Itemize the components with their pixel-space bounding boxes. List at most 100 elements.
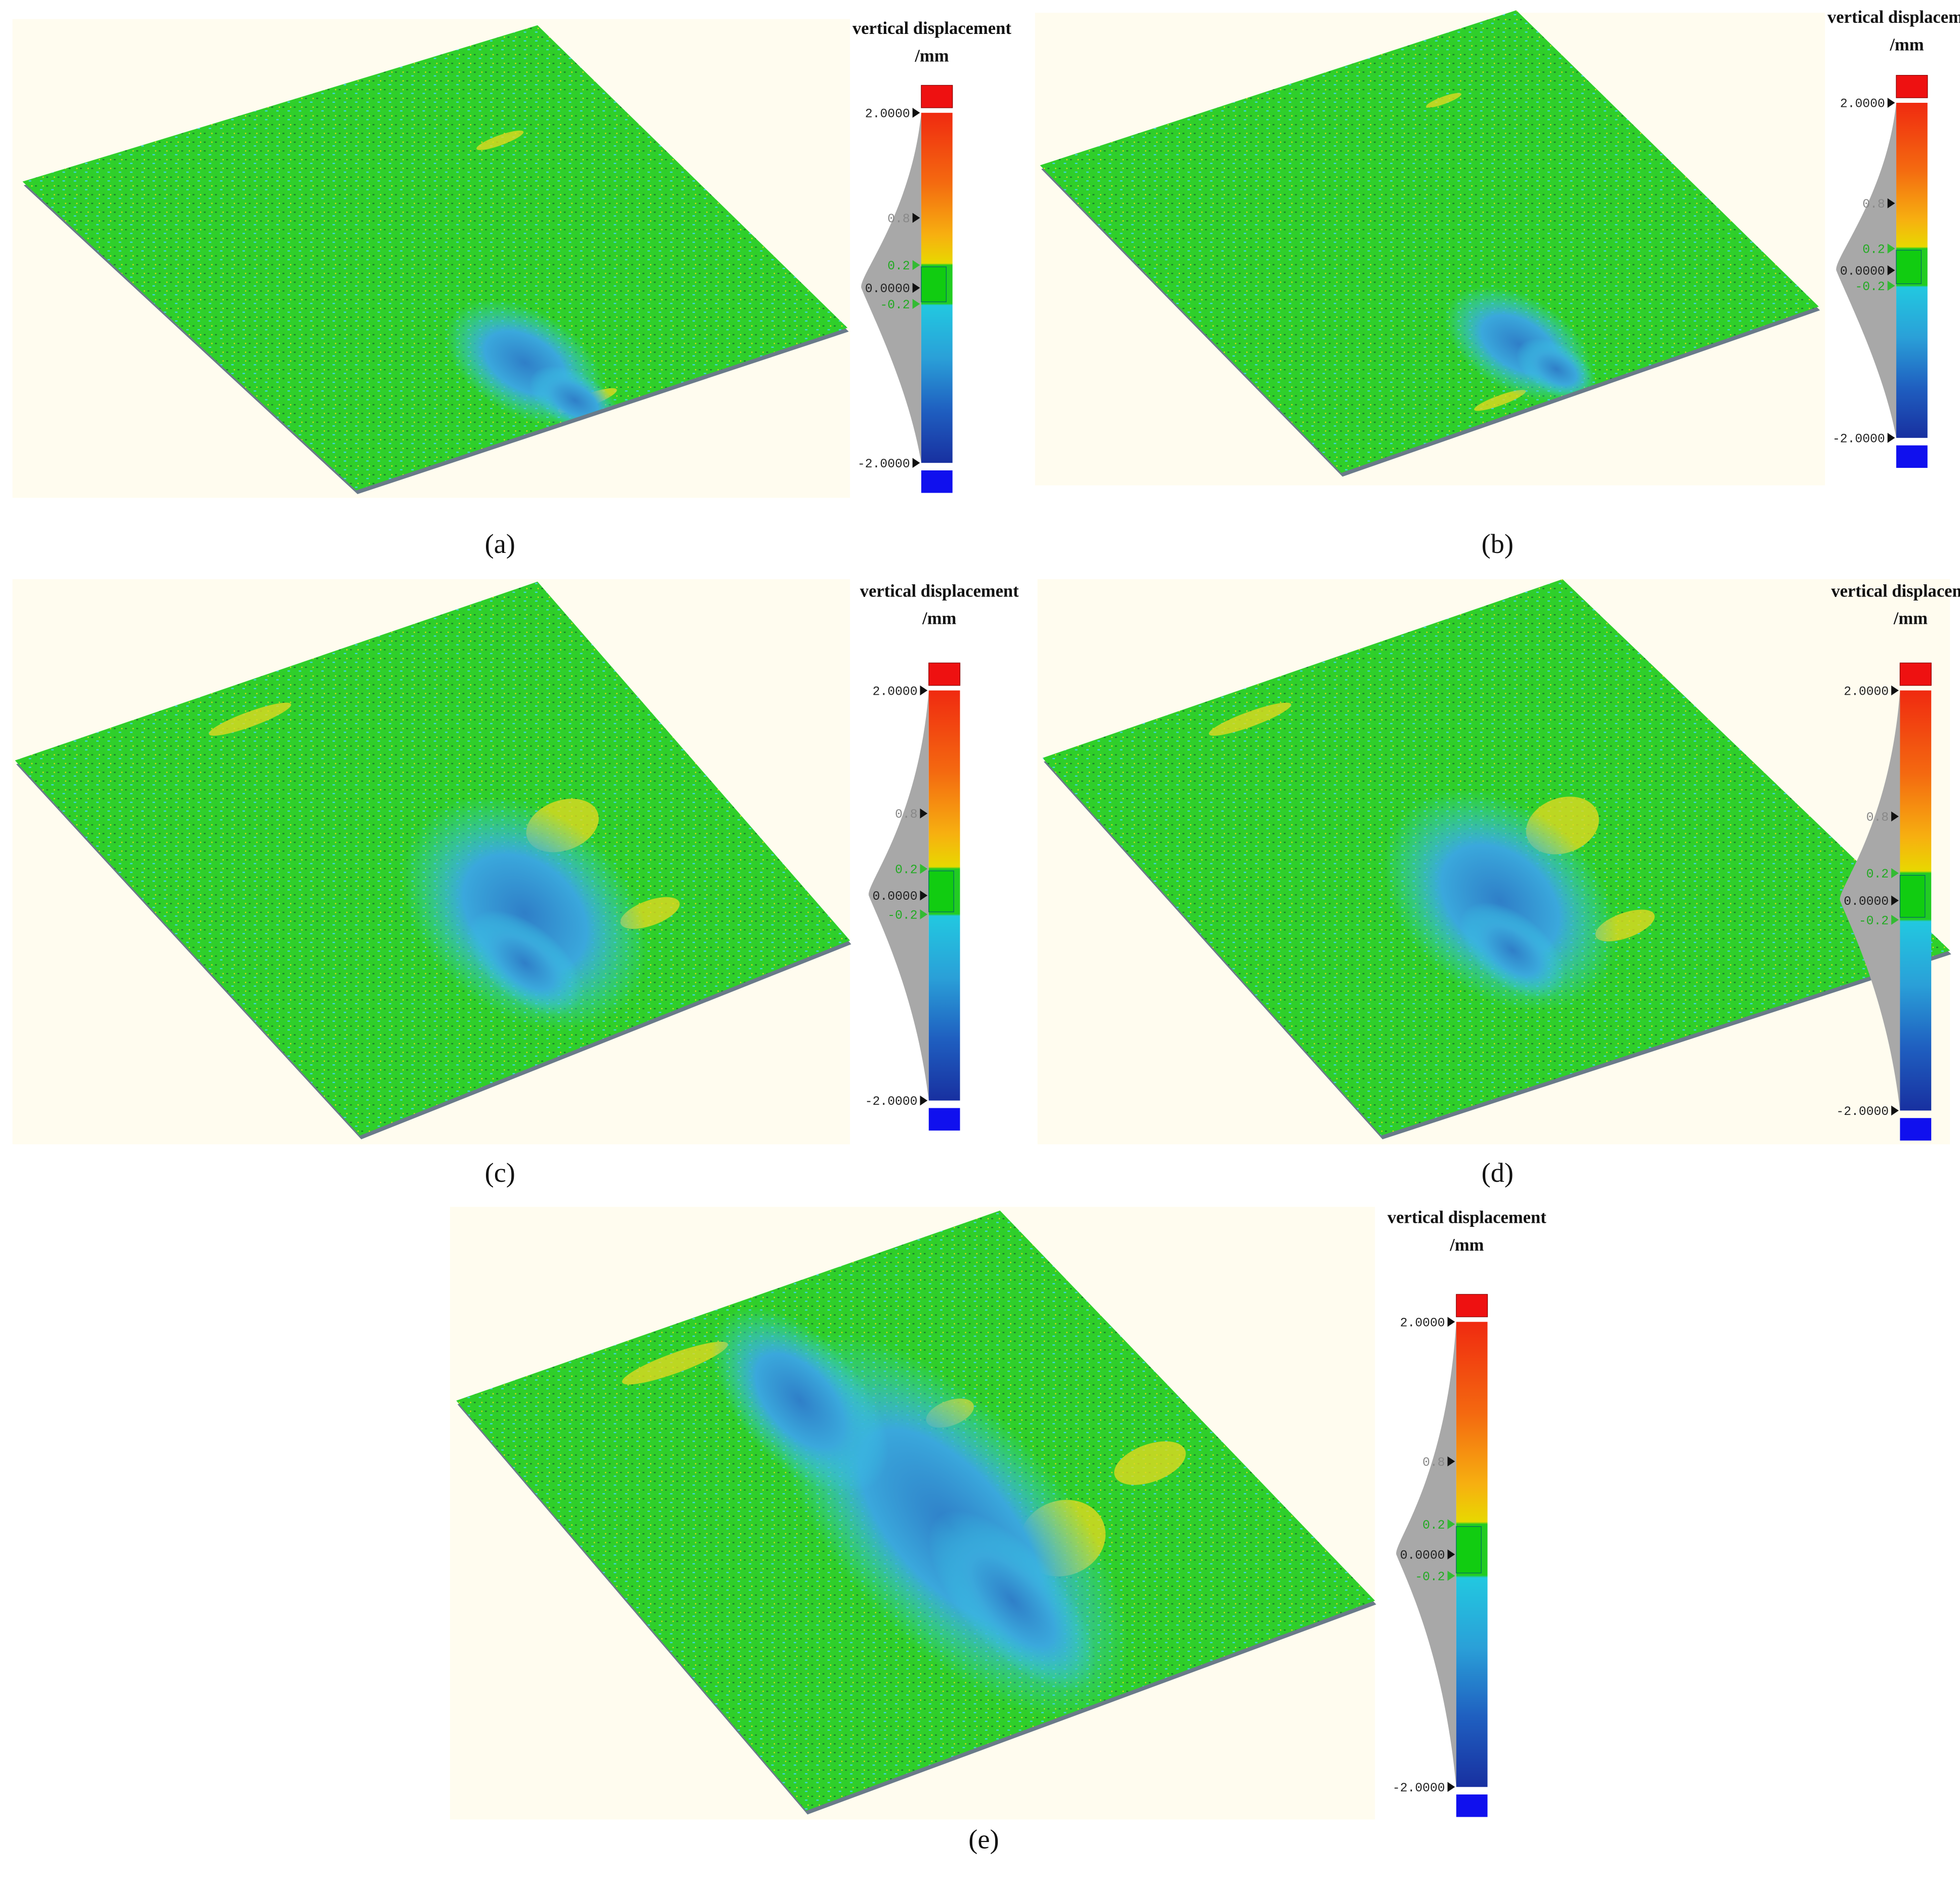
panel-label: (a) <box>485 529 515 559</box>
overflow-low <box>1896 445 1928 468</box>
tick-label: 0.2 <box>895 863 917 877</box>
tick-label: -2.0000 <box>865 1095 918 1109</box>
settlement-zone <box>1516 338 1597 400</box>
tick-label: 2.0000 <box>1400 1316 1445 1330</box>
tick-label: -0.2 <box>1859 914 1889 928</box>
tick-label: 0.8 <box>1862 197 1885 212</box>
tick-marker <box>912 458 920 468</box>
tick-label: 0.0000 <box>865 282 910 296</box>
settlement-zone <box>467 910 583 1016</box>
tick-marker <box>1447 1456 1455 1467</box>
tick-marker <box>912 283 920 293</box>
panel: vertical displacement/mm 2.0000 0.8 0.2 0.00… <box>1037 579 1960 1188</box>
tick-marker <box>1891 868 1899 878</box>
distribution-profile <box>1840 690 1900 1111</box>
surface <box>22 25 848 491</box>
tick-label: 2.0000 <box>1840 97 1885 111</box>
panel-label: (e) <box>968 1824 999 1854</box>
tick-label: 0.0000 <box>1400 1549 1445 1563</box>
tick-label: 0.2 <box>1422 1518 1445 1533</box>
tick-marker <box>1891 1105 1899 1116</box>
colorbar-unit: /mm <box>922 609 956 628</box>
tick-marker <box>912 299 920 309</box>
tick-marker <box>1891 914 1899 925</box>
tick-label: 0.8 <box>887 212 910 226</box>
tick-label: -2.0000 <box>1393 1781 1445 1795</box>
tick-marker <box>1447 1549 1455 1559</box>
yellow-patch <box>1426 93 1462 108</box>
panel: vertical displacement/mm 2.0000 0.8 0.2 0.00… <box>12 19 1011 559</box>
tick-label: 0.8 <box>1422 1456 1445 1470</box>
tick-marker <box>920 1095 928 1106</box>
tolerance-box <box>921 266 947 302</box>
tick-marker <box>912 107 920 118</box>
colorbar-title: vertical displacement <box>1827 8 1960 27</box>
tolerance-box <box>928 870 954 912</box>
colorbar-unit: /mm <box>914 47 949 66</box>
distribution-profile <box>869 690 929 1101</box>
tick-marker <box>1447 1782 1455 1792</box>
panel-label: (c) <box>485 1157 515 1188</box>
tick-label: -0.2 <box>1415 1570 1445 1584</box>
tick-label: -0.2 <box>1855 280 1885 294</box>
tick-label: -2.0000 <box>858 457 910 471</box>
tick-marker <box>920 864 928 874</box>
surface-features <box>622 1307 1186 1718</box>
colorbar-unit: /mm <box>1893 609 1928 628</box>
overflow-high <box>1896 75 1928 98</box>
tick-marker <box>1887 198 1895 209</box>
tick-label: -2.0000 <box>1832 432 1885 446</box>
tick-marker <box>920 808 928 819</box>
tick-marker <box>1887 98 1895 108</box>
yellow-patch <box>476 130 524 150</box>
tick-marker <box>1887 432 1895 443</box>
surface-features <box>1209 702 1655 1012</box>
distribution-profile <box>1396 1322 1456 1787</box>
tick-marker <box>1891 811 1899 822</box>
yellow-patch <box>1114 1441 1186 1485</box>
tick-label: 0.8 <box>1866 811 1889 825</box>
tick-label: 2.0000 <box>873 685 918 699</box>
colorbar-unit: /mm <box>1449 1235 1484 1255</box>
overflow-high <box>928 662 961 686</box>
tick-marker <box>920 890 928 901</box>
tick-label: 2.0000 <box>865 107 910 121</box>
yellow-patch <box>209 702 292 736</box>
colorbar-title: vertical displacement <box>1831 581 1960 601</box>
overflow-low <box>921 470 953 493</box>
colorbar-title: vertical displacement <box>860 581 1019 601</box>
overflow-low <box>1456 1794 1488 1817</box>
tolerance-box <box>1899 875 1926 918</box>
tick-marker <box>912 213 920 223</box>
settlement-zone <box>928 1510 1097 1691</box>
colorbar-title: vertical displacement <box>1387 1208 1546 1227</box>
tick-label: 0.2 <box>1862 243 1885 257</box>
surface <box>1040 10 1819 473</box>
distribution-profile <box>861 112 921 463</box>
settlement-zone <box>1459 902 1566 999</box>
tick-label: 0.2 <box>887 259 910 273</box>
colorbar-title: vertical displacement <box>852 19 1011 38</box>
overflow-low <box>928 1108 960 1131</box>
tick-label: 2.0000 <box>1844 685 1889 699</box>
panel: vertical displacement/mm 2.0000 0.8 0.2 0.00… <box>1035 8 1960 559</box>
tick-label: 0.2 <box>1866 867 1889 882</box>
panel: vertical displacement/mm 2.0000 0.8 0.2 0.00… <box>12 579 1019 1188</box>
tick-label: 0.8 <box>895 808 917 822</box>
yellow-patch <box>622 1341 728 1385</box>
panel-label: (d) <box>1482 1157 1514 1188</box>
overflow-high <box>921 85 953 108</box>
overflow-high <box>1456 1294 1488 1317</box>
tick-marker <box>920 909 928 919</box>
surface-features <box>1426 93 1597 411</box>
tick-marker <box>1887 265 1895 275</box>
tick-marker <box>1447 1519 1455 1530</box>
panel-label: (b) <box>1482 529 1514 559</box>
tick-marker <box>920 685 928 696</box>
colorbar-unit: /mm <box>1889 35 1924 54</box>
overflow-high <box>1899 662 1932 686</box>
tick-marker <box>1887 281 1895 291</box>
tick-marker <box>1887 244 1895 254</box>
tick-label: -0.2 <box>880 298 910 312</box>
